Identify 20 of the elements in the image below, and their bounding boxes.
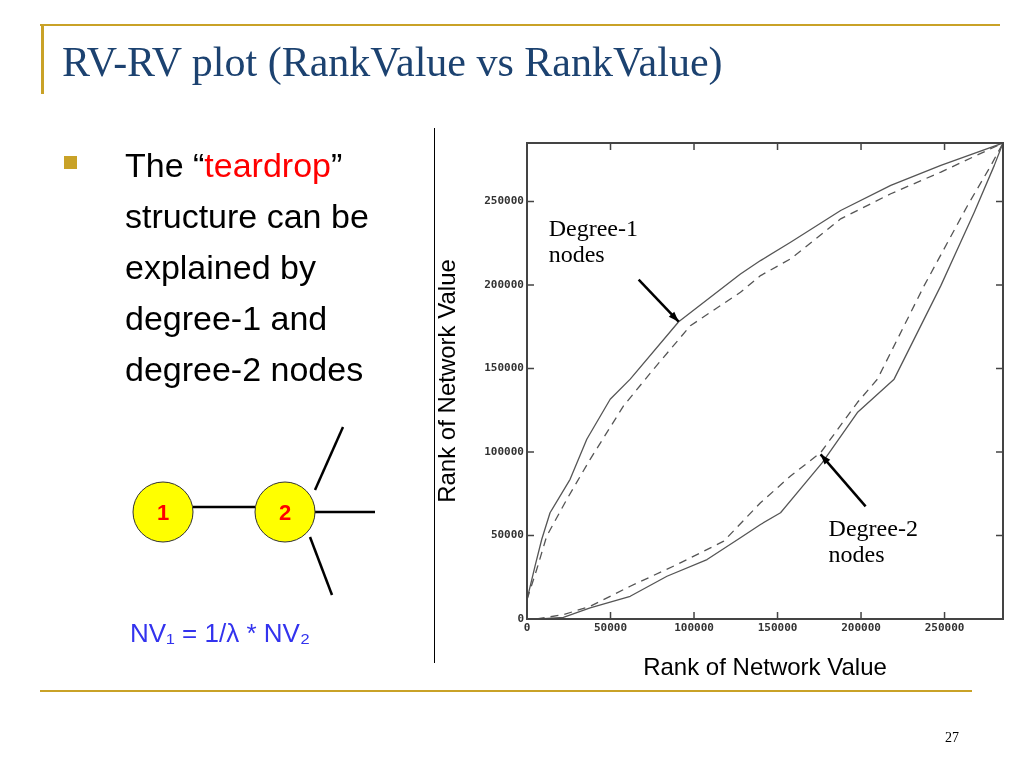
- y-tick-label: 100000: [484, 444, 524, 458]
- text: NV₁ = 1/λ * NV₂: [130, 618, 310, 649]
- y-tick-label: 50000: [490, 528, 524, 542]
- annotation: Degree-2 nodes: [828, 515, 918, 568]
- y-tick-label: 0: [517, 611, 524, 625]
- x-tick-label: 200000: [841, 621, 881, 635]
- text: 27: [945, 730, 959, 746]
- x-tick-label: 50000: [593, 621, 628, 635]
- chart-title: RV-RV plot (RankValue vs RankValue): [62, 38, 723, 86]
- annotation: Degree-1 nodes: [548, 214, 638, 267]
- y-tick-label: 250000: [484, 194, 524, 208]
- x-tick-label: 100000: [674, 621, 714, 635]
- x-axis-title: Rank of Network Value: [643, 653, 887, 681]
- y-tick-label: 150000: [484, 361, 524, 375]
- y-axis-title: Rank of Network Value: [433, 259, 461, 503]
- graph-diagram: 1 2: [130, 425, 380, 600]
- x-tick-label: 150000: [757, 621, 798, 635]
- y-tick-label: 200000: [484, 277, 524, 291]
- text: The “teardrop” structure can be explained by degree-1 and degree-2 nodes: [125, 145, 370, 390]
- x-tick-label: 250000: [924, 621, 965, 635]
